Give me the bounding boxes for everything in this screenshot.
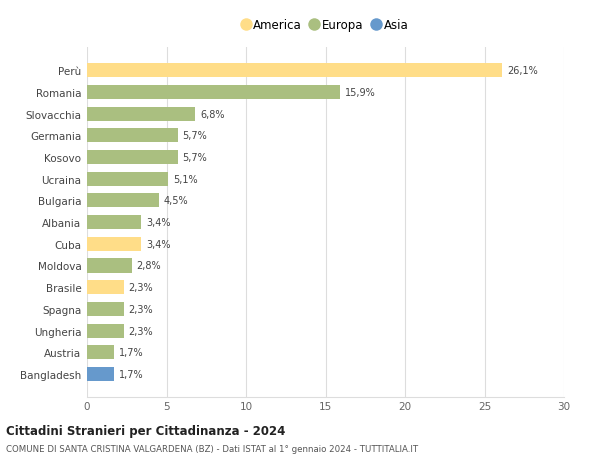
Text: 5,7%: 5,7% bbox=[182, 153, 207, 162]
Bar bbox=[87, 259, 131, 273]
Text: 15,9%: 15,9% bbox=[344, 88, 376, 98]
Bar bbox=[87, 302, 124, 316]
Bar bbox=[87, 237, 141, 251]
Bar bbox=[87, 280, 124, 295]
Bar bbox=[87, 367, 114, 381]
Bar bbox=[87, 151, 178, 165]
Bar bbox=[87, 107, 195, 122]
Bar bbox=[87, 346, 114, 359]
Text: 26,1%: 26,1% bbox=[507, 66, 538, 76]
Bar bbox=[87, 129, 178, 143]
Text: COMUNE DI SANTA CRISTINA VALGARDENA (BZ) - Dati ISTAT al 1° gennaio 2024 - TUTTI: COMUNE DI SANTA CRISTINA VALGARDENA (BZ)… bbox=[6, 444, 418, 453]
Text: 3,4%: 3,4% bbox=[146, 218, 170, 228]
Bar bbox=[87, 172, 168, 186]
Text: 6,8%: 6,8% bbox=[200, 109, 224, 119]
Text: 2,8%: 2,8% bbox=[136, 261, 161, 271]
Text: 4,5%: 4,5% bbox=[163, 196, 188, 206]
Text: Cittadini Stranieri per Cittadinanza - 2024: Cittadini Stranieri per Cittadinanza - 2… bbox=[6, 425, 286, 437]
Text: 2,3%: 2,3% bbox=[128, 326, 153, 336]
Bar bbox=[87, 324, 124, 338]
Legend: America, Europa, Asia: America, Europa, Asia bbox=[242, 19, 409, 32]
Bar bbox=[87, 86, 340, 100]
Bar bbox=[87, 216, 141, 230]
Text: 2,3%: 2,3% bbox=[128, 283, 153, 292]
Text: 1,7%: 1,7% bbox=[119, 369, 143, 379]
Text: 5,7%: 5,7% bbox=[182, 131, 207, 141]
Bar bbox=[87, 64, 502, 78]
Text: 1,7%: 1,7% bbox=[119, 347, 143, 358]
Text: 5,1%: 5,1% bbox=[173, 174, 197, 185]
Text: 2,3%: 2,3% bbox=[128, 304, 153, 314]
Text: 3,4%: 3,4% bbox=[146, 239, 170, 249]
Bar bbox=[87, 194, 158, 208]
